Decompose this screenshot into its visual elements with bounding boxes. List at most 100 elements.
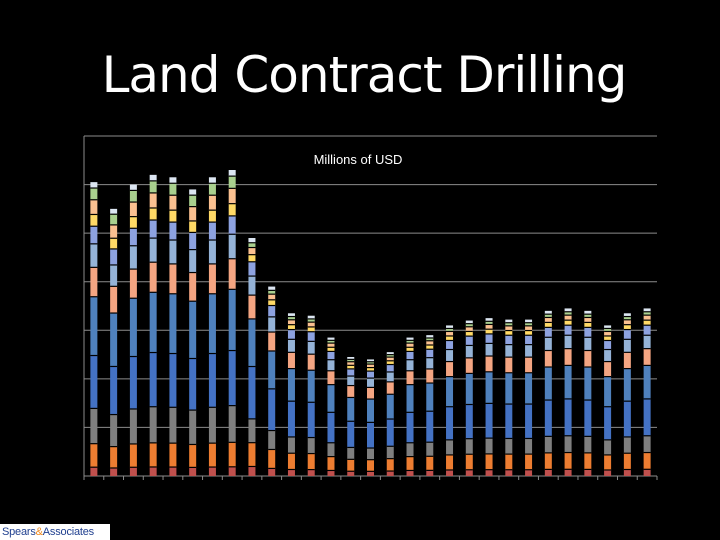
segment-separator xyxy=(485,328,493,330)
bar-segment xyxy=(347,471,355,476)
bar xyxy=(525,319,533,476)
segment-separator xyxy=(129,466,137,468)
bar xyxy=(90,182,98,476)
bar-segment xyxy=(327,340,335,344)
bar-segment xyxy=(465,323,473,327)
bar-segment xyxy=(623,469,631,476)
bar-segment xyxy=(149,180,157,193)
bar-segment xyxy=(426,368,434,384)
segment-separator xyxy=(327,350,335,353)
segment-separator xyxy=(169,182,177,184)
bar xyxy=(307,315,315,476)
bar-segment xyxy=(406,412,414,443)
bar-segment xyxy=(426,335,434,338)
segment-separator xyxy=(90,407,98,410)
bar-segment xyxy=(525,404,533,439)
bar-segment xyxy=(465,331,473,337)
segment-separator xyxy=(189,409,197,411)
segment-separator xyxy=(623,319,631,321)
segment-separator xyxy=(465,372,473,375)
bar-segment xyxy=(307,402,315,438)
bar-segment xyxy=(643,308,651,312)
segment-separator xyxy=(564,451,572,454)
bar-segment xyxy=(169,407,177,444)
segment-separator xyxy=(505,329,513,332)
segment-separator xyxy=(189,271,197,274)
segment-separator xyxy=(287,315,295,318)
bar-segment xyxy=(287,324,295,330)
bar-segment xyxy=(307,370,315,403)
segment-separator xyxy=(367,421,374,423)
segment-separator xyxy=(584,316,592,319)
bar-segment xyxy=(129,269,137,299)
segment-separator xyxy=(406,384,414,386)
bar-segment xyxy=(564,469,572,476)
segment-separator xyxy=(643,364,651,367)
bar xyxy=(248,238,256,476)
bar-segment xyxy=(327,351,335,360)
segment-separator xyxy=(465,326,473,328)
bar-segment xyxy=(189,272,197,302)
bar-segment xyxy=(544,350,552,368)
bar-segment xyxy=(90,243,98,268)
segment-separator xyxy=(268,350,276,352)
bar-segment xyxy=(406,470,414,476)
segment-separator xyxy=(485,342,493,344)
segment-separator xyxy=(643,314,651,316)
bar-segment xyxy=(406,359,414,371)
bar-segment xyxy=(544,310,552,315)
bar-segment xyxy=(307,341,315,355)
segment-separator xyxy=(189,206,197,208)
segment-separator xyxy=(110,365,118,368)
bar-segment xyxy=(623,401,631,437)
bar-segment xyxy=(327,337,335,341)
segment-separator xyxy=(564,324,572,326)
segment-separator xyxy=(446,330,454,333)
bar-segment xyxy=(525,335,533,345)
segment-separator xyxy=(347,358,355,360)
bar-segment xyxy=(386,471,394,476)
segment-separator xyxy=(307,468,315,471)
segment-separator xyxy=(248,418,256,420)
bar-segment xyxy=(604,454,612,470)
segment-separator xyxy=(564,364,572,367)
segment-separator xyxy=(544,313,552,315)
bar-segment xyxy=(129,356,137,409)
segment-separator xyxy=(90,354,98,357)
bar-segment xyxy=(327,442,335,457)
segment-separator xyxy=(169,442,177,444)
bar-segment xyxy=(110,313,118,367)
segment-separator xyxy=(604,330,612,333)
segment-separator xyxy=(584,336,592,338)
bar-segment xyxy=(228,289,236,351)
bar-segment xyxy=(268,350,276,389)
bar-segment xyxy=(208,443,216,468)
segment-separator xyxy=(426,340,434,342)
segment-separator xyxy=(228,405,236,407)
segment-separator xyxy=(248,365,256,368)
segment-separator xyxy=(623,368,631,370)
bar xyxy=(110,208,118,476)
bar-segment xyxy=(485,333,493,344)
bar-segment xyxy=(623,319,631,325)
segment-separator xyxy=(149,192,157,194)
bar-segment xyxy=(268,294,276,300)
bar-segment xyxy=(287,453,295,470)
segment-separator xyxy=(446,327,454,330)
segment-separator xyxy=(228,258,236,260)
segment-separator xyxy=(386,360,394,362)
bar-segment xyxy=(268,388,276,431)
segment-separator xyxy=(525,329,533,332)
segment-separator xyxy=(485,402,493,404)
bar-segment xyxy=(110,264,118,287)
bar-segment xyxy=(544,337,552,351)
bar-segment xyxy=(604,406,612,440)
chart-title: Millions of USD xyxy=(314,152,403,167)
segment-separator xyxy=(544,326,552,328)
bar-segment xyxy=(327,347,335,352)
bar-segment xyxy=(149,442,157,467)
bar-segment xyxy=(446,331,454,336)
segment-separator xyxy=(386,445,394,447)
segment-separator xyxy=(268,299,276,301)
segment-separator xyxy=(228,215,236,217)
